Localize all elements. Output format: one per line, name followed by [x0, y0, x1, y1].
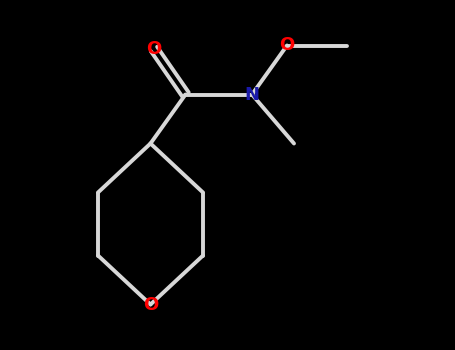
- Text: O: O: [279, 36, 295, 55]
- Text: O: O: [147, 40, 162, 58]
- Text: O: O: [143, 295, 158, 314]
- Text: N: N: [244, 85, 259, 104]
